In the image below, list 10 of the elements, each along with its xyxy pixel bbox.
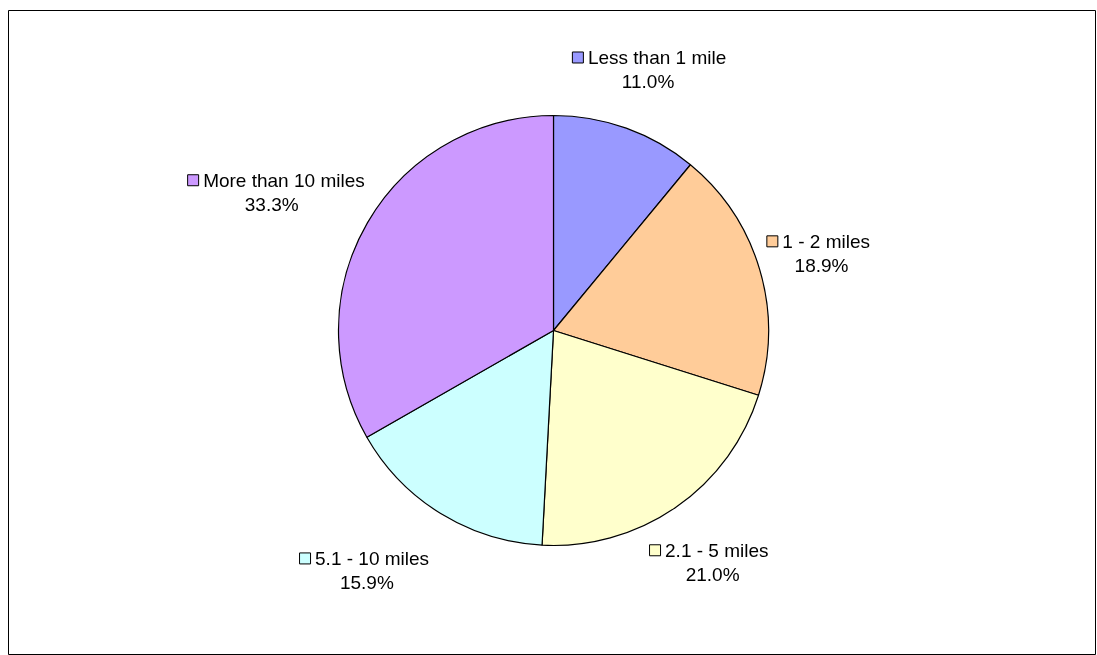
legend-label: More than 10 miles	[203, 169, 365, 191]
data-label: 33.3%	[244, 193, 299, 215]
data-label: 18.9%	[794, 254, 849, 276]
legend-label: Less than 1 mile	[587, 46, 727, 68]
legend-label: 1 - 2 miles	[782, 230, 870, 252]
data-label: 11.0%	[621, 70, 675, 92]
data-label: 15.9%	[339, 571, 394, 593]
legend-label: 5.1 - 10 miles	[315, 547, 430, 569]
data-label: 21.0%	[685, 563, 740, 585]
legend-label: 2.1 - 5 miles	[665, 539, 769, 561]
